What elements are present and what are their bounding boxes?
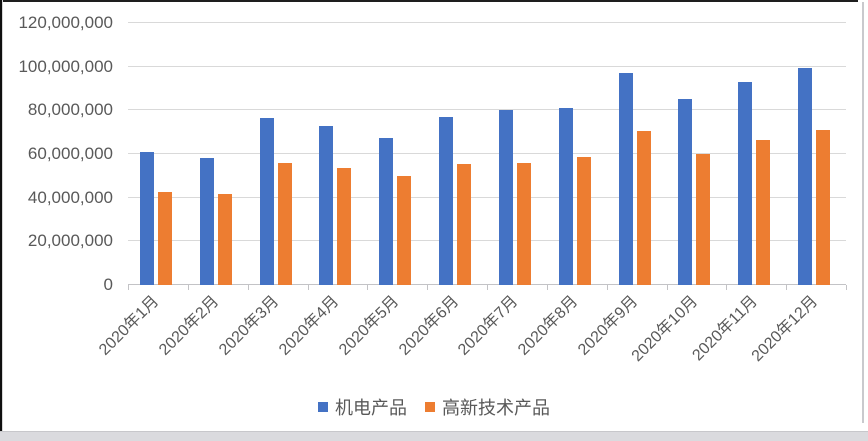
bar-机电产品-2020年6月 — [439, 117, 454, 285]
bar-group-2020年4月 — [308, 23, 368, 285]
legend-label: 高新技术产品 — [442, 398, 550, 418]
bar-机电产品-2020年5月 — [379, 138, 394, 285]
plot-area — [128, 22, 847, 290]
x-axis-tick — [128, 285, 129, 290]
legend-swatch-icon — [318, 402, 328, 412]
x-axis-line — [128, 284, 846, 285]
bar-高新技术产品-2020年10月 — [696, 154, 711, 285]
x-axis-tick — [666, 285, 668, 290]
x-axis-tick — [187, 285, 189, 290]
bar-机电产品-2020年12月 — [798, 68, 813, 285]
bar-group-2020年6月 — [427, 23, 487, 285]
y-tick-label-120,000,000: 120,000,000 — [18, 13, 113, 32]
bar-高新技术产品-2020年2月 — [217, 194, 232, 285]
bar-机电产品-2020年10月 — [678, 99, 693, 285]
bar-group-2020年7月 — [487, 23, 547, 285]
bar-高新技术产品-2020年8月 — [576, 157, 591, 285]
bar-高新技术产品-2020年7月 — [516, 163, 531, 285]
bar-group-2020年5月 — [367, 23, 427, 285]
bar-group-2020年10月 — [667, 23, 727, 285]
bar-机电产品-2020年11月 — [738, 82, 753, 285]
x-tick-label-2020年5月: 2020年5月 — [335, 292, 402, 359]
bar-高新技术产品-2020年11月 — [756, 140, 771, 285]
bar-高新技术产品-2020年12月 — [816, 130, 831, 285]
bar-高新技术产品-2020年1月 — [157, 192, 172, 285]
bar-机电产品-2020年9月 — [618, 73, 633, 285]
x-tick-label-2020年4月: 2020年4月 — [276, 292, 343, 359]
window-edge-top — [0, 0, 858, 2]
bar-高新技术产品-2020年9月 — [636, 131, 651, 285]
y-tick-label-80,000,000: 80,000,000 — [27, 100, 113, 120]
bar-group-2020年11月 — [726, 23, 786, 285]
bar-group-2020年8月 — [547, 23, 607, 285]
x-axis-tick — [487, 285, 488, 290]
gridline-80,000,000 — [128, 109, 846, 111]
x-tick-label-2020年2月: 2020年2月 — [156, 292, 223, 359]
bar-group-2020年3月 — [248, 23, 308, 285]
x-tick-label-2020年3月: 2020年3月 — [216, 292, 283, 359]
bar-高新技术产品-2020年6月 — [457, 164, 472, 285]
window-edge-right — [862, 2, 864, 423]
x-axis-tick — [846, 285, 847, 290]
gridline-120,000,000 — [128, 22, 846, 23]
window-edge-left — [0, 0, 3, 432]
bar-机电产品-2020年8月 — [558, 108, 573, 285]
x-axis-tick — [247, 285, 249, 290]
bar-高新技术产品-2020年5月 — [397, 176, 412, 285]
window-edge-bottom — [0, 431, 868, 441]
y-tick-label-0: 0 — [103, 275, 113, 294]
gridline-60,000,000 — [128, 153, 846, 154]
x-axis-tick — [367, 285, 369, 290]
legend-item-高新技术产品: 高新技术产品 — [425, 394, 550, 420]
x-axis-tick — [307, 285, 309, 290]
x-axis-tick — [546, 285, 548, 290]
x-axis-tick — [606, 285, 608, 290]
bar-group-2020年12月 — [786, 23, 846, 285]
bar-高新技术产品-2020年4月 — [337, 168, 352, 285]
bar-机电产品-2020年2月 — [199, 158, 214, 285]
bar-高新技术产品-2020年3月 — [277, 163, 292, 285]
y-tick-label-20,000,000: 20,000,000 — [27, 231, 113, 251]
y-tick-label-100,000,000: 100,000,000 — [18, 56, 113, 76]
bar-group-2020年2月 — [188, 23, 248, 285]
bar-机电产品-2020年3月 — [259, 118, 274, 285]
gridline-40,000,000 — [128, 196, 846, 198]
legend-label: 机电产品 — [335, 398, 407, 418]
x-axis-tick — [786, 285, 788, 290]
x-axis-tick — [427, 285, 429, 290]
bar-机电产品-2020年4月 — [319, 126, 334, 285]
x-tick-label-2020年7月: 2020年7月 — [455, 292, 522, 359]
x-tick-label-2020年8月: 2020年8月 — [515, 292, 582, 359]
legend-item-机电产品: 机电产品 — [318, 394, 407, 420]
y-tick-label-40,000,000: 40,000,000 — [27, 187, 113, 207]
bar-机电产品-2020年7月 — [498, 110, 513, 285]
legend-swatch-icon — [425, 402, 435, 412]
gridline-20,000,000 — [128, 240, 846, 242]
bar-机电产品-2020年1月 — [139, 152, 154, 285]
bar-group-2020年1月 — [128, 23, 188, 285]
x-axis-tick — [726, 285, 728, 290]
y-axis: 0 20,000,000 40,000,000 60,000,000 80,000,00… — [0, 0, 113, 441]
y-tick-label-60,000,000: 60,000,000 — [27, 144, 113, 163]
x-axis: 2020年1月 2020年2月 2020年3月 2020年4月 2020年5月 2020年… — [97, 285, 846, 385]
bar-group-2020年9月 — [607, 23, 667, 285]
x-tick-label-2020年6月: 2020年6月 — [395, 292, 462, 359]
legend: 机电产品 高新技术产品 — [0, 394, 868, 420]
gridline-100,000,000 — [128, 65, 846, 67]
